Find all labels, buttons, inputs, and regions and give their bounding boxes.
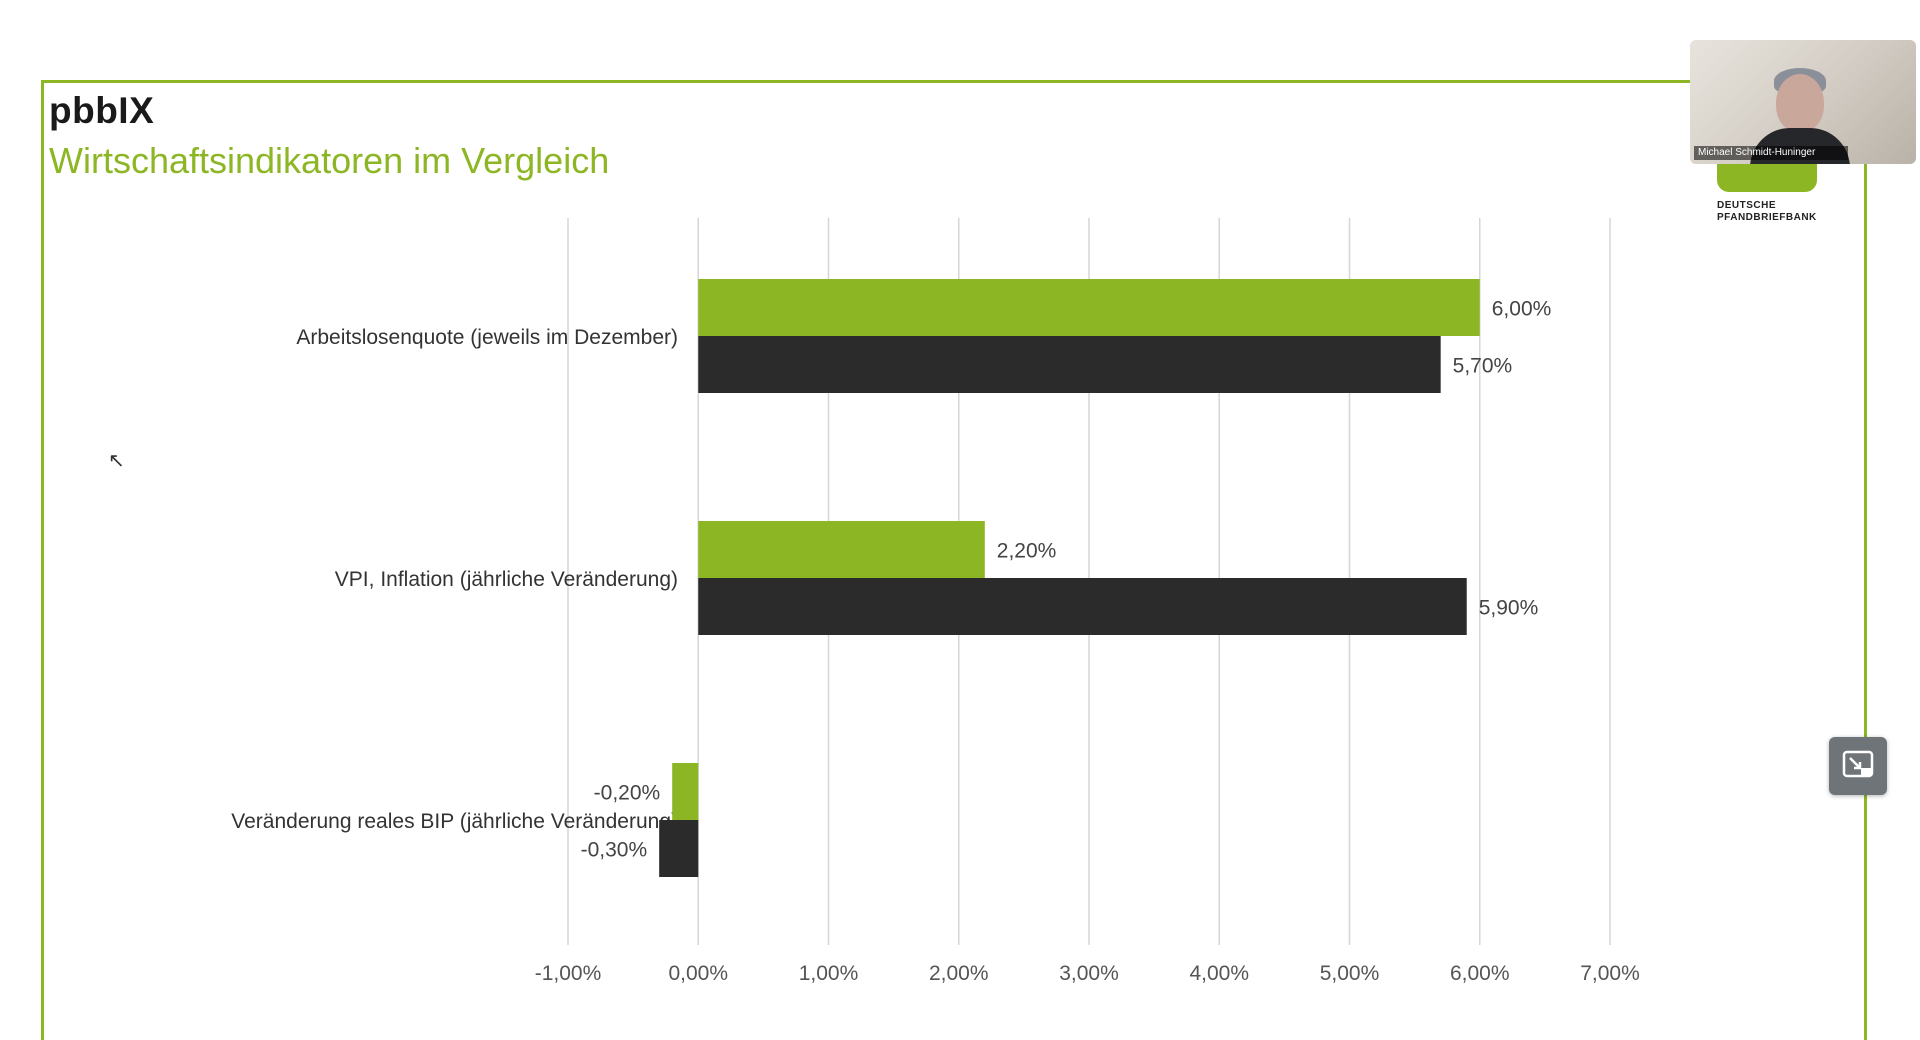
slide-subtitle: Wirtschaftsindikatoren im Vergleich xyxy=(49,140,610,181)
bar xyxy=(698,279,1480,336)
brand-title: pbbIX xyxy=(49,90,155,131)
bar xyxy=(698,578,1467,635)
mouse-pointer-icon: ↖ xyxy=(108,450,125,472)
x-tick-label: 2,00% xyxy=(929,962,989,985)
bar-chart: -1,00% 0,00% 1,00% 2,00% 3,00% 4,00% 5,00% 6,00… xyxy=(231,218,1640,985)
category-label: Veränderung reales BIP (jährliche Veränd… xyxy=(231,810,678,833)
x-tick-label: -1,00% xyxy=(535,962,602,985)
slide-frame xyxy=(41,80,1867,1040)
data-label: 2,20% xyxy=(997,540,1057,563)
x-tick-label: 5,00% xyxy=(1320,962,1380,985)
video-participant-name: Michael Schmidt-Huninger xyxy=(1694,146,1848,160)
data-label: -0,30% xyxy=(581,839,648,862)
bar xyxy=(672,763,699,820)
video-person-head xyxy=(1776,74,1824,132)
x-tick-label: 1,00% xyxy=(799,962,859,985)
video-thumbnail[interactable]: Michael Schmidt-Huninger xyxy=(1690,40,1916,164)
x-tick-label: 6,00% xyxy=(1450,962,1510,985)
bar xyxy=(698,521,985,578)
bar xyxy=(698,336,1441,393)
logo-line-2: PFANDBRIEFBANK xyxy=(1717,212,1817,223)
exit-fullscreen-icon xyxy=(1842,750,1874,778)
exit-fullscreen-button[interactable] xyxy=(1829,737,1887,795)
logo-line-1: DEUTSCHE xyxy=(1717,200,1777,211)
bar xyxy=(659,820,699,877)
x-tick-label: 7,00% xyxy=(1580,962,1640,985)
data-label: 5,90% xyxy=(1479,597,1539,620)
x-tick-label: 0,00% xyxy=(668,962,728,985)
logo-wordmark: DEUTSCHE PFANDBRIEFBANK xyxy=(1717,200,1837,224)
x-tick-label: 3,00% xyxy=(1059,962,1119,985)
data-label: -0,20% xyxy=(594,782,661,805)
data-label: 6,00% xyxy=(1492,298,1552,321)
data-label: 5,70% xyxy=(1453,355,1513,378)
pbb-logo xyxy=(1717,160,1817,192)
x-tick-label: 4,00% xyxy=(1189,962,1249,985)
category-label: Arbeitslosenquote (jeweils im Dezember) xyxy=(296,326,678,349)
category-label: VPI, Inflation (jährliche Veränderung) xyxy=(335,568,678,591)
